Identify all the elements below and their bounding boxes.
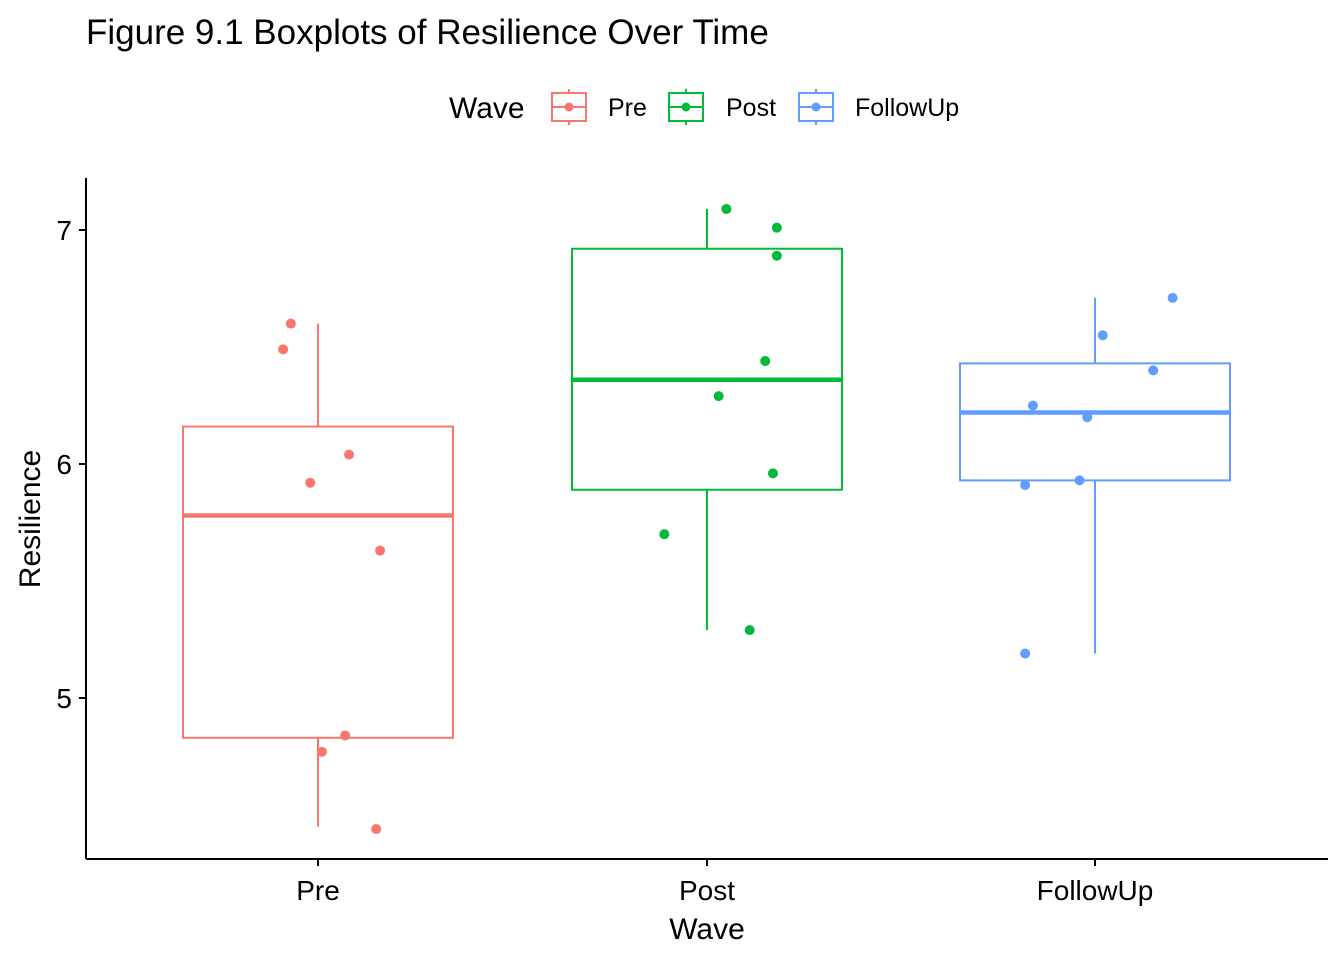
y-axis-title: Resilience	[14, 450, 47, 588]
x-tick-label: Pre	[296, 875, 340, 906]
legend-entry-pre: Pre	[551, 89, 647, 125]
data-point	[1074, 475, 1085, 486]
data-point	[713, 391, 724, 402]
data-point	[1020, 648, 1031, 659]
data-point	[340, 730, 351, 741]
y-tick-label: 5	[56, 683, 72, 714]
data-point	[278, 344, 289, 355]
data-point	[1148, 365, 1159, 376]
data-point	[771, 250, 782, 261]
data-point	[1167, 292, 1178, 303]
legend-label: Pre	[608, 94, 647, 122]
box	[182, 425, 454, 739]
box	[571, 247, 843, 491]
legend-label: Post	[726, 94, 776, 122]
data-point	[1082, 412, 1093, 423]
legend-title: Wave	[449, 92, 525, 125]
legend-entry-post: Post	[668, 89, 776, 125]
data-point	[744, 625, 755, 636]
data-point	[375, 545, 386, 556]
x-tick-label: FollowUp	[1037, 875, 1154, 906]
series-post	[571, 203, 843, 636]
data-point	[344, 449, 355, 460]
series-pre	[182, 318, 454, 835]
data-point	[771, 222, 782, 233]
data-point	[1097, 330, 1108, 341]
data-point	[721, 203, 732, 214]
data-point	[371, 824, 382, 835]
series-followup	[959, 292, 1231, 659]
y-tick-label: 6	[56, 449, 72, 480]
x-axis-title: Wave	[669, 913, 745, 946]
axes: 5 6 7 Pre Post FollowUp	[56, 178, 1328, 906]
legend-key-point	[564, 102, 574, 112]
legend-entry-followup: FollowUp	[798, 89, 959, 125]
data-point	[285, 318, 296, 329]
data-point	[1027, 400, 1038, 411]
plot-area	[182, 203, 1231, 835]
data-point	[1020, 480, 1031, 491]
x-tick-label: Post	[679, 875, 735, 906]
data-point	[659, 529, 670, 540]
data-point	[767, 468, 778, 479]
data-point	[316, 746, 327, 757]
box	[959, 362, 1231, 482]
data-point	[760, 356, 771, 367]
chart-title: Figure 9.1 Boxplots of Resilience Over T…	[86, 13, 769, 52]
legend: Wave Pre Post FollowUp	[449, 89, 959, 125]
legend-label: FollowUp	[855, 94, 959, 122]
y-tick-label: 7	[56, 215, 72, 246]
legend-key-point	[681, 102, 691, 112]
data-point	[305, 477, 316, 488]
legend-key-point	[811, 102, 821, 112]
